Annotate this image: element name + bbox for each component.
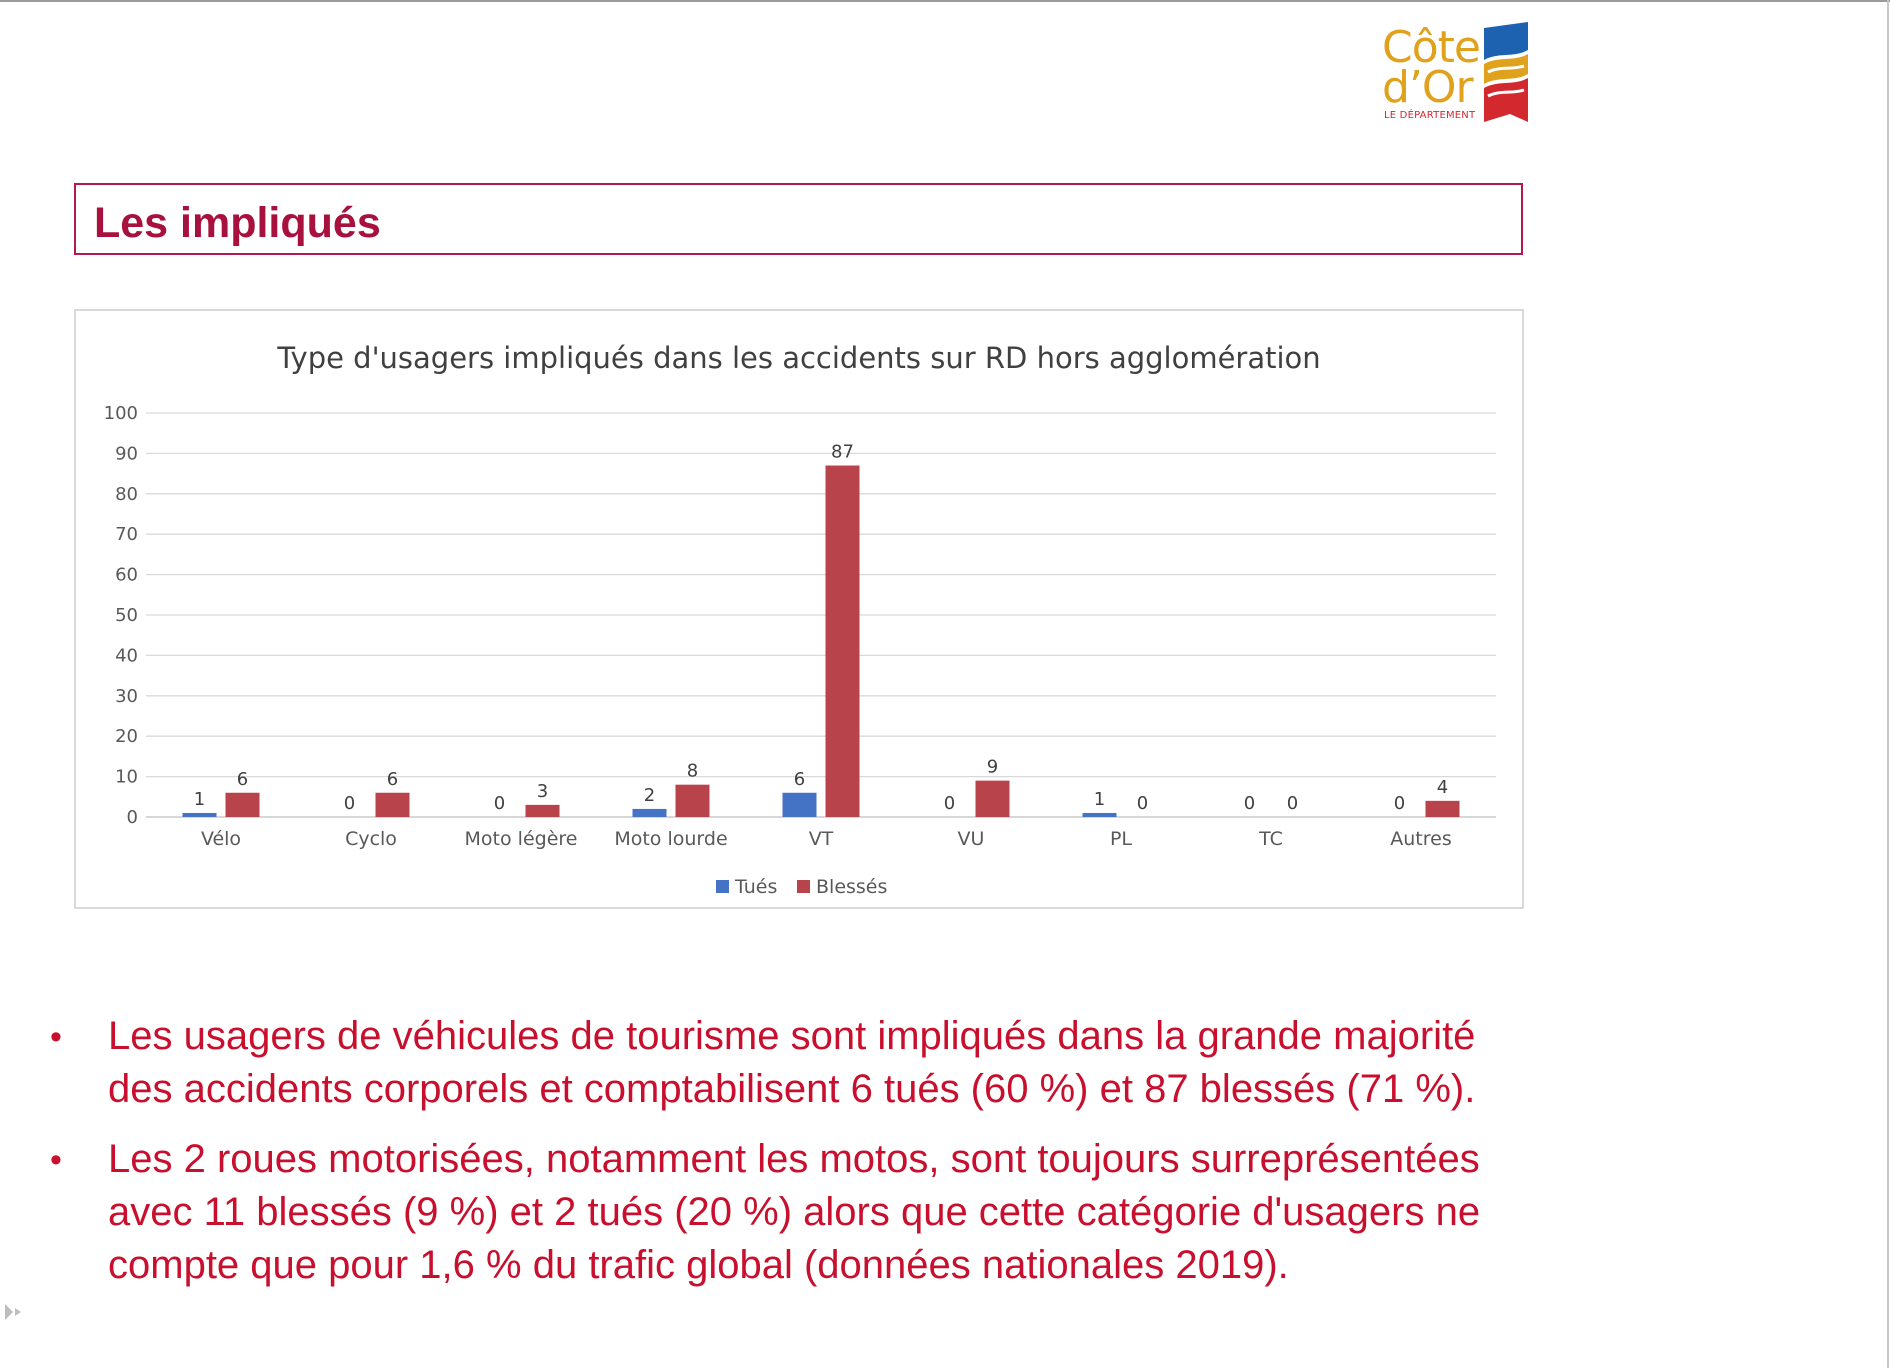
y-tick-label: 70 (115, 524, 138, 545)
cote-dor-logo: Côte d’Or LE DÉPARTEMENT (1370, 18, 1545, 128)
bullet-1-line-1: Les usagers de véhicules de tourisme son… (108, 1014, 1476, 1058)
data-label: 9 (987, 757, 998, 778)
y-tick-label: 80 (115, 484, 138, 505)
data-label: 87 (831, 442, 854, 463)
y-tick-label: 0 (127, 807, 138, 828)
bullet-2-line-3: compte que pour 1,6 % du trafic global (… (108, 1243, 1289, 1287)
bar-blesses (675, 784, 710, 817)
bar-chart: 010203040506070809010016Vélo06Cyclo03Mot… (104, 403, 1496, 898)
data-label: 3 (537, 781, 548, 802)
bullet-2-line-2: avec 11 blessés (9 %) et 2 tués (20 %) a… (108, 1190, 1481, 1234)
data-label: 0 (1287, 793, 1298, 814)
bullet-2-line-1: Les 2 roues motorisées, notamment les mo… (108, 1137, 1480, 1181)
data-label: 0 (944, 793, 955, 814)
y-tick-label: 90 (115, 443, 138, 464)
legend-swatch (716, 880, 729, 893)
data-label: 6 (387, 769, 398, 790)
bar-blesses (375, 792, 410, 817)
data-label: 6 (794, 769, 805, 790)
section-title-box: Les impliqués (74, 183, 1523, 255)
bar-blesses (975, 780, 1010, 817)
x-tick-label: Moto lourde (614, 828, 727, 850)
bar-tues (182, 812, 217, 817)
right-border (1887, 0, 1889, 1368)
data-label: 1 (1094, 789, 1105, 810)
bullet-marker: • (50, 1141, 62, 1179)
legend-label: Tués (734, 876, 777, 898)
x-tick-label: Cyclo (345, 828, 397, 850)
bar-blesses (225, 792, 260, 817)
bullet-item-1: Les usagers de véhicules de tourisme son… (108, 1010, 1528, 1116)
logo-text-cote: Côte (1382, 22, 1481, 73)
y-tick-label: 10 (115, 767, 138, 788)
data-label: 1 (194, 789, 205, 810)
bar-tues (1082, 812, 1117, 817)
y-tick-label: 60 (115, 565, 138, 586)
data-label: 8 (687, 761, 698, 782)
bar-blesses (1425, 800, 1460, 817)
data-label: 0 (344, 793, 355, 814)
y-tick-label: 100 (104, 403, 138, 424)
data-label: 2 (644, 785, 655, 806)
x-tick-label: PL (1110, 828, 1132, 850)
y-tick-label: 40 (115, 645, 138, 666)
bar-blesses (525, 804, 560, 817)
data-label: 0 (1244, 793, 1255, 814)
x-tick-label: Vélo (201, 828, 241, 850)
data-label: 0 (494, 793, 505, 814)
legend-label: Blessés (816, 876, 887, 898)
bullet-item-2: Les 2 roues motorisées, notamment les mo… (108, 1133, 1528, 1292)
y-tick-label: 30 (115, 686, 138, 707)
chart-container: Type d'usagers impliqués dans les accide… (74, 309, 1524, 909)
logo-subtitle: LE DÉPARTEMENT (1384, 110, 1476, 121)
bullet-1-line-2: des accidents corporels et comptabilisen… (108, 1067, 1476, 1111)
x-tick-label: Moto légère (465, 828, 578, 850)
chart-title: Type d'usagers impliqués dans les accide… (277, 341, 1321, 375)
y-tick-label: 50 (115, 605, 138, 626)
x-tick-label: VU (958, 828, 985, 850)
bar-tues (782, 792, 817, 817)
legend-swatch (797, 880, 810, 893)
x-tick-label: TC (1258, 828, 1283, 850)
data-label: 4 (1437, 777, 1448, 798)
x-tick-label: VT (809, 828, 834, 850)
logo-text-dor: d’Or (1382, 62, 1474, 113)
data-label: 6 (237, 769, 248, 790)
play-triangle-icon[interactable] (4, 1303, 26, 1321)
data-label: 0 (1394, 793, 1405, 814)
data-label: 0 (1137, 793, 1148, 814)
top-border (0, 0, 1890, 2)
y-tick-label: 20 (115, 726, 138, 747)
logo-flag-icon (1484, 22, 1528, 122)
section-title: Les impliqués (94, 199, 381, 247)
x-tick-label: Autres (1390, 828, 1451, 850)
bar-blesses (825, 465, 860, 817)
bar-tues (632, 808, 667, 817)
bullet-marker: • (50, 1018, 62, 1056)
